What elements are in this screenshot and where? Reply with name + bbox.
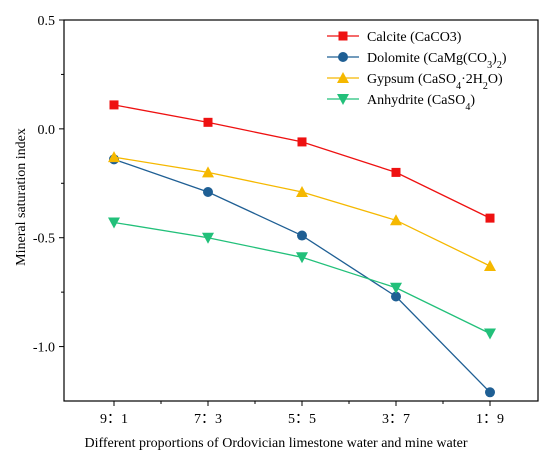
- series-2-point-0: [108, 151, 120, 163]
- series-3-point-4: [484, 328, 496, 340]
- x-tick-label-3: 3：7: [382, 412, 410, 427]
- legend-marker-3: [337, 94, 349, 105]
- series-1-point-2: [297, 230, 307, 241]
- x-tick-label-0: 9：1: [100, 412, 128, 427]
- legend-marker-0: [338, 31, 348, 41]
- series-1-point-3: [391, 291, 401, 302]
- series-0-point-2: [297, 137, 307, 147]
- legend-marker-2: [337, 72, 349, 83]
- series-0-point-4: [485, 213, 495, 223]
- plot-frame: [63, 19, 539, 402]
- y-tick-label-3: -1.0: [33, 341, 55, 356]
- series-0-point-0: [109, 100, 119, 110]
- series-3-point-3: [390, 282, 402, 294]
- series-2-point-4: [484, 260, 496, 272]
- series-3-point-2: [296, 252, 308, 264]
- series-0-point-1: [203, 117, 213, 127]
- x-tick-label-4: 1：9: [476, 412, 504, 427]
- series-1-point-4: [485, 387, 495, 398]
- x-tick-label-1: 7：3: [194, 412, 222, 427]
- series-line-0: [113, 104, 491, 219]
- series-3-point-0: [108, 217, 120, 229]
- legend-label-3: Anhydrite (CaSO4): [367, 93, 475, 113]
- x-tick-label-2: 5：5: [288, 412, 316, 427]
- y-tick-label-0: 0.5: [38, 14, 56, 29]
- series-line-2: [113, 156, 491, 267]
- axes-layer: 0.5 0.0 -0.5 -1.0 9：1 7：3 5：5 3：7 1：9: [33, 14, 539, 427]
- legend-label-1: Dolomite (CaMg(CO3)2): [367, 51, 507, 71]
- series-3-point-1: [202, 232, 214, 244]
- y-tick-label-1: 0.0: [38, 123, 56, 138]
- series-2-point-2: [296, 185, 308, 197]
- x-axis-title: Different proportions of Ordovician lime…: [84, 436, 467, 451]
- legend-marker-1: [338, 52, 348, 62]
- legend-layer: Calcite (CaCO3) Dolomite (CaMg(CO3)2)Gyps…: [327, 30, 507, 113]
- marks-layer: [108, 100, 496, 398]
- series-1-point-1: [203, 186, 213, 197]
- y-axis-title: Mineral saturation index: [14, 128, 29, 266]
- legend-label-0: Calcite (CaCO3): [367, 30, 462, 45]
- series-2-point-1: [202, 166, 214, 178]
- y-tick-label-2: -0.5: [33, 232, 55, 247]
- series-2-point-3: [390, 214, 402, 226]
- series-0-point-3: [391, 167, 401, 177]
- legend-label-2: Gypsum (CaSO4·2H2O): [367, 72, 503, 92]
